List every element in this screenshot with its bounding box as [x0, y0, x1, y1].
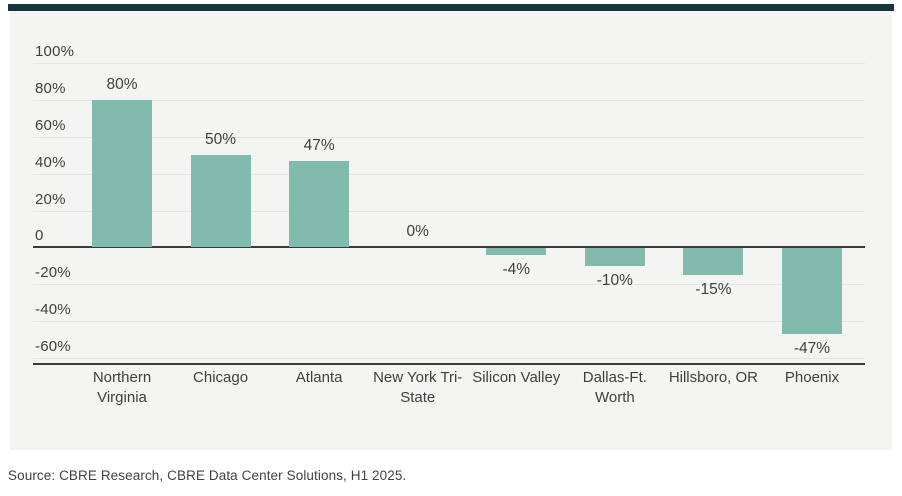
y-axis-tick-label: 100% [35, 43, 75, 60]
gridline [33, 99, 865, 101]
chart-card [8, 4, 894, 451]
bar-value-label: 50% [205, 131, 237, 149]
y-axis-tick-label: 40% [35, 153, 66, 171]
bar [683, 248, 744, 276]
bar [92, 99, 152, 248]
y-axis-tick-label: 0 [35, 227, 44, 245]
bar-value-label: 0% [406, 223, 429, 241]
bar-value-label: 80% [106, 75, 138, 93]
source-note: Source: CBRE Research, CBRE Data Center … [8, 468, 407, 483]
x-axis-baseline [33, 363, 865, 365]
gridline [33, 136, 865, 138]
bar-value-label: 47% [303, 136, 335, 154]
bar [486, 248, 547, 255]
x-axis-category-label: Hillsboro, OR [668, 369, 758, 386]
gridline [33, 284, 865, 286]
bar-value-label: -47% [793, 340, 831, 358]
x-axis-category-label: Silicon Valley [472, 369, 561, 386]
bar [289, 160, 350, 248]
zero-axis-line [33, 246, 865, 249]
x-axis-category-label: Northern Virginia [92, 369, 152, 406]
gridline [33, 63, 865, 64]
x-axis-category-label: Phoenix [784, 369, 840, 386]
bar-value-label: -10% [596, 271, 633, 289]
gridline [33, 173, 865, 175]
x-axis-category-label: Chicago [193, 369, 249, 386]
y-axis-tick-label: -40% [35, 301, 71, 319]
y-axis-tick-label: 60% [35, 116, 66, 134]
chart-card-background [10, 11, 892, 450]
x-axis-category-label: Atlanta [295, 369, 343, 386]
y-axis-tick-label: 20% [35, 190, 66, 208]
bar [781, 248, 842, 335]
bar-value-label: -15% [695, 281, 732, 299]
gridline [33, 210, 865, 212]
x-axis-category-label: New York Tri-State [373, 369, 463, 406]
bar [584, 248, 645, 266]
y-axis-tick-label: -60% [35, 338, 71, 355]
bar [190, 155, 251, 248]
y-axis-tick-label: 80% [35, 79, 66, 97]
gridline [33, 358, 865, 359]
y-axis-tick-label: -20% [35, 264, 71, 282]
x-axis-category-label: Dallas-Ft. Worth [582, 369, 647, 406]
gridline [33, 321, 865, 323]
bar-value-label: -4% [502, 260, 531, 278]
top-accent-bar [8, 4, 894, 11]
